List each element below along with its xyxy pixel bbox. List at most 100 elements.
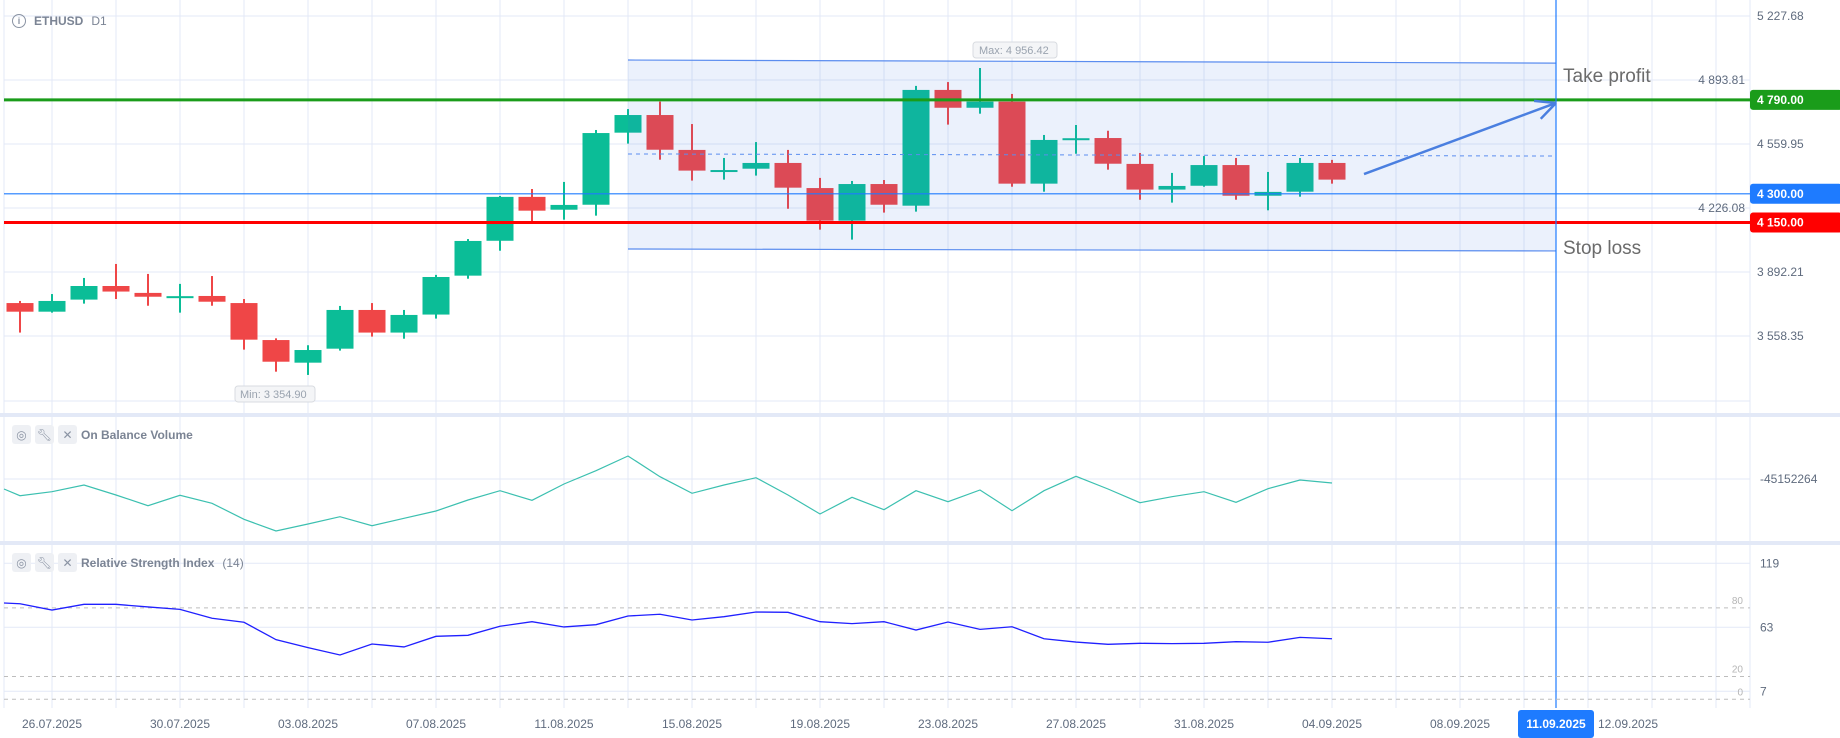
rsi-param: (14) (222, 555, 244, 570)
symbol-label: ETHUSD (34, 14, 84, 28)
arrow-head-icon (1533, 99, 1557, 105)
timeframe-label: D1 (91, 14, 107, 28)
close-icon[interactable]: ✕ (58, 553, 77, 572)
entry-price-label: 4 300.00 (1757, 187, 1804, 201)
rsi-axis-label: 63 (1760, 620, 1774, 634)
candle-bearish (358, 309, 386, 333)
pane-separator (0, 541, 1840, 545)
cursor-date-badge (1518, 710, 1594, 738)
wrench-icon[interactable]: 🔧︎ (35, 553, 54, 572)
candle-bearish (998, 101, 1026, 184)
candle-bullish (550, 204, 578, 210)
max-tag-label: Max: 4 956.42 (979, 45, 1049, 57)
price-tick-label: 4 559.95 (1757, 137, 1804, 151)
candle-bullish (294, 350, 322, 363)
eye-icon[interactable]: ◎ (12, 553, 31, 572)
candle-bullish (166, 296, 194, 299)
candle-bearish (774, 162, 802, 188)
price-tick-label: 3 892.21 (1757, 265, 1804, 279)
candle-bullish (1030, 139, 1058, 184)
channel-top-line (627, 59, 1557, 64)
candle-bullish (454, 240, 482, 276)
take-profit-label: Take profit (1563, 66, 1651, 87)
candle-bearish (230, 303, 258, 340)
rsi-line (3, 602, 1333, 656)
candle-bullish (710, 170, 738, 173)
rsi-level-label: 0 (1737, 687, 1743, 698)
price-tick-label: 5 227.68 (1757, 9, 1804, 23)
time-axis-label: 04.09.2025 (1302, 717, 1362, 731)
price-tick-label: 4 893.81 (1698, 73, 1745, 87)
candle-bearish (646, 115, 674, 150)
time-axis-label: 03.08.2025 (278, 717, 338, 731)
candles (6, 67, 1346, 375)
channel-mid-line (627, 153, 1553, 157)
candle-bullish (1062, 138, 1090, 141)
candle-bullish (838, 184, 866, 221)
time-axis-label: 26.07.2025 (22, 717, 82, 731)
candle-bullish (1286, 162, 1314, 192)
take-profit-price-badge (1750, 89, 1840, 110)
cursor-date-label: 11.09.2025 (1526, 717, 1586, 731)
time-axis-label: 19.08.2025 (790, 717, 850, 731)
drawings[interactable]: Take profit Stop loss Max: 4 956.42 Min: 3 … (4, 0, 1750, 708)
axes: 5 227.68 4 893.81 4 559.95 4 226.08 3 892.21… (22, 9, 1840, 738)
candle-bearish (102, 286, 130, 292)
candle-bullish (614, 115, 642, 133)
price-tick-label: 3 558.35 (1757, 329, 1804, 343)
obv-title: On Balance Volume (81, 427, 193, 442)
obv-value-label: -45152264 (1760, 472, 1818, 486)
entry-price-badge (1750, 183, 1840, 204)
candle-bullish (582, 133, 610, 205)
price-tick-label: 4 226.08 (1698, 201, 1745, 215)
candle-bullish (966, 101, 994, 108)
candle-bullish (38, 300, 66, 312)
candle-bullish (1190, 165, 1218, 186)
arrow-head-icon (1539, 102, 1557, 120)
channel-bottom-line (627, 248, 1557, 252)
candle-bearish (1126, 163, 1154, 190)
time-axis-label: 30.07.2025 (150, 717, 210, 731)
time-axis-label: 07.08.2025 (406, 717, 466, 731)
time-axis-label: 23.08.2025 (918, 717, 978, 731)
candle-bullish (902, 89, 930, 206)
min-tag-label: Min: 3 354.90 (240, 389, 307, 401)
candle-bearish (1094, 138, 1122, 164)
candle-bearish (1222, 165, 1250, 196)
time-axis-label: 08.09.2025 (1430, 717, 1490, 731)
grid (0, 0, 1840, 708)
candle-bearish (518, 196, 546, 211)
stop-loss-price-label: 4 150.00 (1757, 216, 1804, 230)
candle-bullish (1158, 185, 1186, 190)
rsi-title: Relative Strength Index (81, 555, 215, 570)
take-profit-price-label: 4 790.00 (1757, 93, 1804, 107)
close-icon[interactable]: ✕ (58, 425, 77, 444)
stop-loss-price-badge (1750, 212, 1840, 233)
candle-bullish (742, 162, 770, 169)
rsi-axis-label: 119 (1760, 556, 1779, 570)
candle-bearish (262, 340, 290, 362)
candle-bearish (678, 149, 706, 171)
candle-bullish (390, 314, 418, 333)
time-axis-label: 15.08.2025 (662, 717, 722, 731)
rsi-level-label: 80 (1732, 596, 1744, 607)
candle-bullish (422, 276, 450, 315)
candle-bullish (70, 286, 98, 300)
rsi-level-label: 20 (1732, 664, 1744, 675)
rsi-header: ◎ 🔧︎ ✕ Relative Strength Index (14) (12, 553, 244, 572)
candle-bullish (486, 196, 514, 241)
stop-loss-label: Stop loss (1563, 238, 1641, 259)
pane-separator (0, 413, 1840, 417)
eye-icon[interactable]: ◎ (12, 425, 31, 444)
time-axis-label: 12.09.2025 (1598, 717, 1658, 731)
indicators: 80 20 0 (3, 455, 1750, 700)
candle-bearish (198, 295, 226, 302)
time-axis-label: 27.08.2025 (1046, 717, 1106, 731)
max-tag (972, 41, 1058, 59)
obv-line (3, 455, 1333, 532)
wrench-icon[interactable]: 🔧︎ (35, 425, 54, 444)
info-icon[interactable]: i (12, 14, 26, 28)
min-tag (234, 385, 316, 403)
rsi-axis-label: 7 (1760, 684, 1767, 698)
